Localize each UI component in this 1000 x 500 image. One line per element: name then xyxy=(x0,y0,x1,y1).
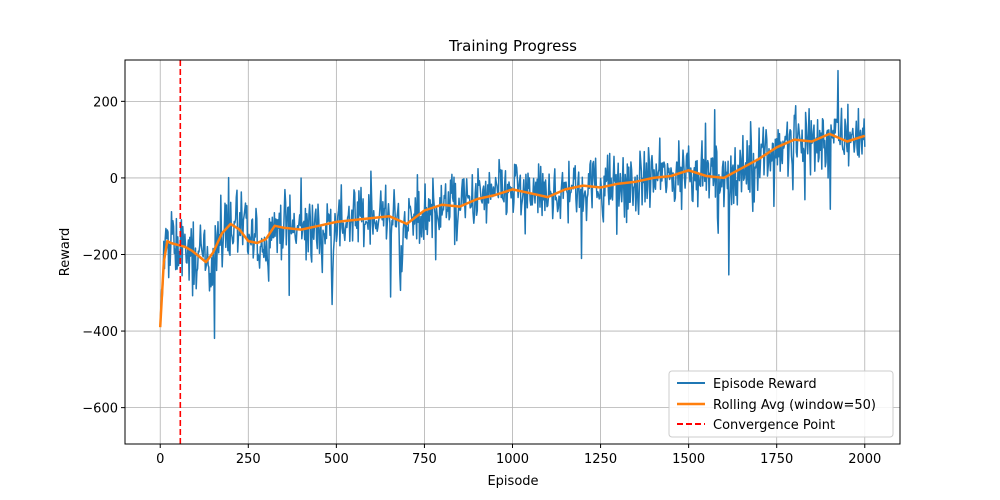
legend: Episode Reward Rolling Avg (window=50) C… xyxy=(668,370,894,438)
legend-box xyxy=(668,370,894,438)
legend-label-episode-reward: Episode Reward xyxy=(713,377,817,392)
x-tick-label: 500 xyxy=(324,452,349,467)
legend-label-rolling-avg: Rolling Avg (window=50) xyxy=(713,398,876,413)
rolling-avg-line xyxy=(158,132,866,328)
chart-title: Training Progress xyxy=(448,37,577,55)
y-axis: −600 −400 −200 0 200 xyxy=(82,95,125,417)
y-tick-label: −200 xyxy=(82,248,118,263)
episode-reward-line xyxy=(159,69,866,340)
y-axis-label: Reward xyxy=(58,228,73,276)
x-tick-label: 750 xyxy=(412,452,437,467)
x-tick-label: 1750 xyxy=(760,452,793,467)
x-tick-label: 2000 xyxy=(848,452,881,467)
y-tick-label: −400 xyxy=(82,325,118,340)
x-tick-label: 1250 xyxy=(584,452,617,467)
x-tick-label: 1500 xyxy=(672,452,705,467)
x-tick-label: 0 xyxy=(156,452,164,467)
legend-label-convergence-point: Convergence Point xyxy=(713,418,835,433)
x-tick-label: 250 xyxy=(236,452,261,467)
y-tick-label: 0 xyxy=(110,172,118,187)
y-tick-label: −600 xyxy=(82,402,118,417)
x-axis-label: Episode xyxy=(487,474,538,489)
x-tick-label: 1000 xyxy=(496,452,529,467)
x-axis: 0 250 500 750 1000 1250 1500 1750 2000 xyxy=(156,444,881,467)
series-layer xyxy=(158,60,866,444)
y-tick-label: 200 xyxy=(93,95,118,110)
